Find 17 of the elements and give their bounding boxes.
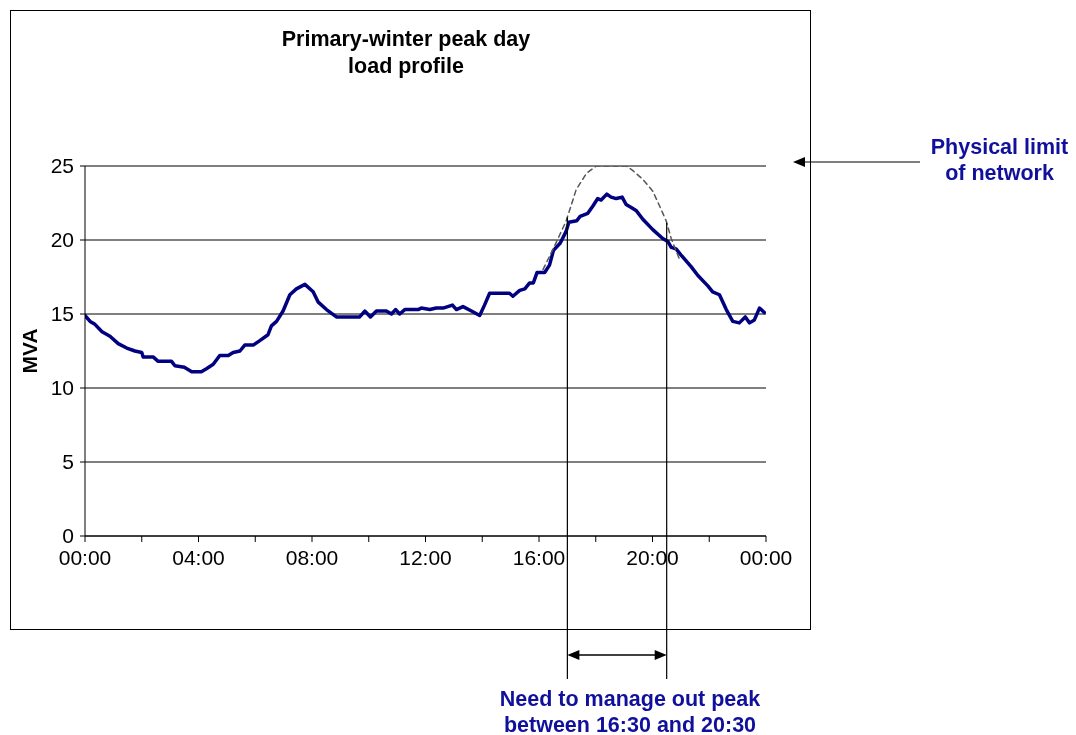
- y-axis-title: MVA: [18, 328, 42, 374]
- y-tick-label: 20: [50, 228, 74, 252]
- x-tick-label: 08:00: [285, 545, 339, 569]
- x-tick-label: 12:00: [399, 545, 452, 569]
- y-tick-label: 25: [50, 154, 74, 178]
- y-tick-label: 0: [62, 524, 74, 548]
- chart-title: Primary-winter peak day load profile: [280, 26, 532, 80]
- x-tick-label: 00:00: [58, 545, 112, 569]
- y-tick-label: 15: [50, 302, 74, 326]
- text: Physical limit of network: [929, 134, 1070, 186]
- x-tick-label: 16:00: [512, 545, 566, 569]
- y-tick-label: 5: [62, 450, 74, 474]
- text: Need to manage out peak between 16:30 and 20:30: [498, 686, 762, 735]
- x-tick-label: 04:00: [172, 545, 225, 569]
- y-tick-label: 10: [50, 376, 74, 400]
- line-series: [542, 166, 681, 271]
- x-tick-label: 00:00: [739, 545, 793, 569]
